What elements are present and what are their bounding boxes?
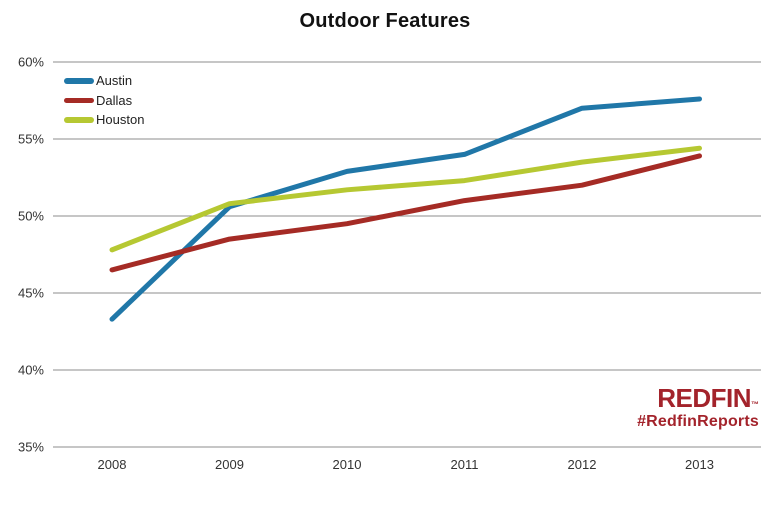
- y-tick-label-45: 45%: [18, 286, 44, 301]
- redfin-logo-text: REDFIN: [657, 383, 751, 413]
- redfin-reports-hashtag: #RedfinReports: [637, 413, 759, 430]
- page-title: Outdoor Features: [299, 10, 471, 32]
- series-line-dallas: [109, 153, 702, 273]
- y-tick-label-60: 60%: [18, 55, 44, 70]
- legend-item-austin: Austin: [64, 71, 144, 91]
- x-tick-label-2010: 2010: [333, 457, 362, 472]
- x-tick-label-2009: 2009: [215, 457, 244, 472]
- redfin-branding: REDFIN™ #RedfinReports: [637, 385, 759, 431]
- legend-label-dallas: Dallas: [96, 92, 133, 108]
- x-tick-label-2008: 2008: [98, 457, 127, 472]
- legend-label-austin: Austin: [96, 73, 133, 89]
- legend-item-houston: Houston: [64, 110, 144, 130]
- legend-label-houston: Houston: [96, 112, 145, 128]
- legend-line-swatch-dallas: [64, 97, 94, 103]
- legend-item-dallas: Dallas: [64, 91, 144, 111]
- y-tick-label-35: 35%: [18, 440, 44, 455]
- redfin-logo: REDFIN™: [637, 385, 759, 411]
- y-tick-label-50: 50%: [18, 209, 44, 224]
- y-tick-label-55: 55%: [18, 132, 44, 147]
- series-line-austin: [109, 96, 702, 322]
- y-tick-label-40: 40%: [18, 363, 44, 378]
- legend-line-swatch-houston: [64, 117, 94, 123]
- series-line-houston: [109, 145, 702, 253]
- x-tick-label-2012: 2012: [568, 457, 597, 472]
- trademark-symbol: ™: [751, 400, 759, 409]
- x-tick-label-2013: 2013: [685, 457, 714, 472]
- legend: Austin Dallas Houston: [64, 71, 144, 130]
- x-tick-label-2011: 2011: [451, 457, 479, 472]
- legend-line-swatch-austin: [64, 78, 94, 84]
